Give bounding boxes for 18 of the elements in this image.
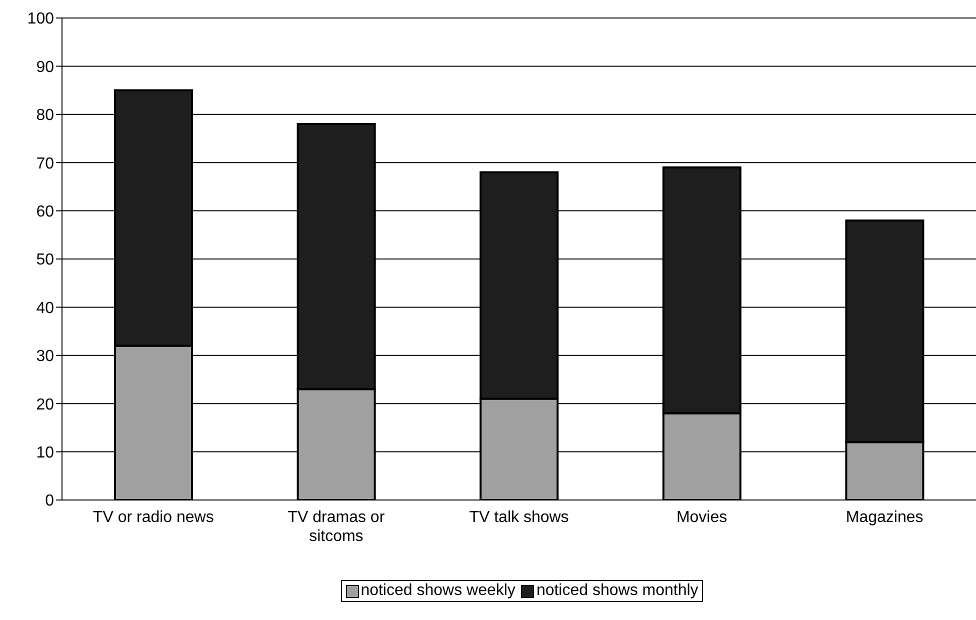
y-tick-label: 50 xyxy=(36,252,54,269)
x-tick-label: TV or radio news xyxy=(92,509,214,526)
y-tick-label: 30 xyxy=(36,348,54,366)
y-tick-label: 20 xyxy=(36,396,54,414)
y-tick-label: 40 xyxy=(36,300,54,317)
x-tick-label: Magazines xyxy=(846,509,924,526)
legend-label: noticed shows monthly xyxy=(535,582,698,600)
x-tick-label: TV talk shows xyxy=(469,509,569,526)
y-tick-label: 80 xyxy=(36,107,54,124)
legend-label: noticed shows weekly xyxy=(360,582,516,600)
y-tick-label: 100 xyxy=(27,10,54,28)
y-tick-label: 0 xyxy=(45,492,54,510)
y-tick-label: 10 xyxy=(36,444,54,462)
y-tick-label: 60 xyxy=(36,203,54,220)
y-tick-label: 90 xyxy=(36,58,54,76)
x-tick-label: TV dramas or sitcoms xyxy=(288,509,386,545)
x-tick-label: Movies xyxy=(676,509,728,526)
y-tick-label: 70 xyxy=(36,155,54,172)
